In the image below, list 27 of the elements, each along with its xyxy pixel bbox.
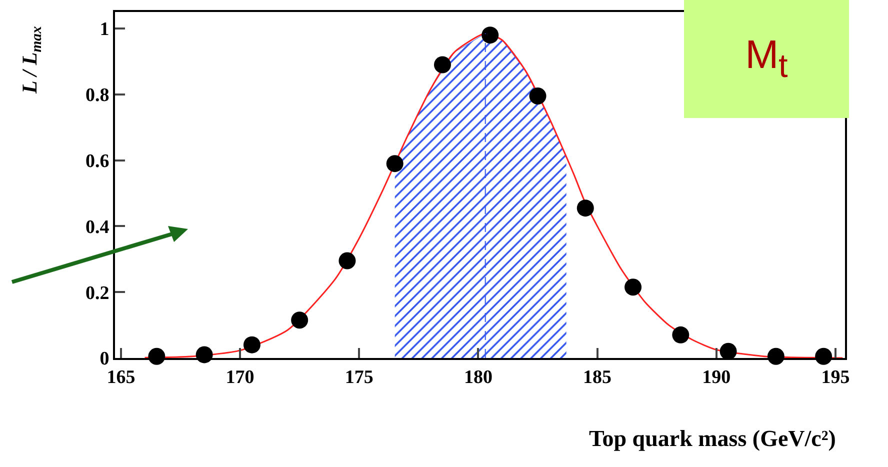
x-tick-label: 165 <box>106 366 136 388</box>
point <box>624 278 642 296</box>
x-tick-label: 195 <box>821 366 850 388</box>
point <box>338 252 356 270</box>
y-tick-label: 0.8 <box>85 85 110 106</box>
point <box>482 26 499 44</box>
x-axis-title: Top quark mass (GeV/c²) <box>589 426 836 451</box>
y-tick-label: 0.4 <box>85 216 110 238</box>
point <box>720 342 737 360</box>
y-tick-label: 0 <box>100 348 110 370</box>
y-tick-label: 0.6 <box>85 150 110 172</box>
x-tick-label: 170 <box>226 366 254 388</box>
point <box>291 312 308 329</box>
point <box>243 336 260 354</box>
point <box>434 56 451 74</box>
x-tick-label: 185 <box>583 366 612 388</box>
annotation: M$_{t}$ <box>745 32 788 86</box>
x-tick-label: 180 <box>464 366 492 388</box>
point <box>576 200 594 217</box>
y-tick-label: 0.2 <box>85 282 110 304</box>
x-tick-label: 175 <box>344 366 374 388</box>
point <box>529 88 546 105</box>
point <box>672 326 690 344</box>
x-tick-label: 190 <box>702 366 731 388</box>
text-box: M$_{t}$ <box>684 0 849 118</box>
y-tick-label: 1 <box>100 19 110 40</box>
point <box>386 155 404 172</box>
